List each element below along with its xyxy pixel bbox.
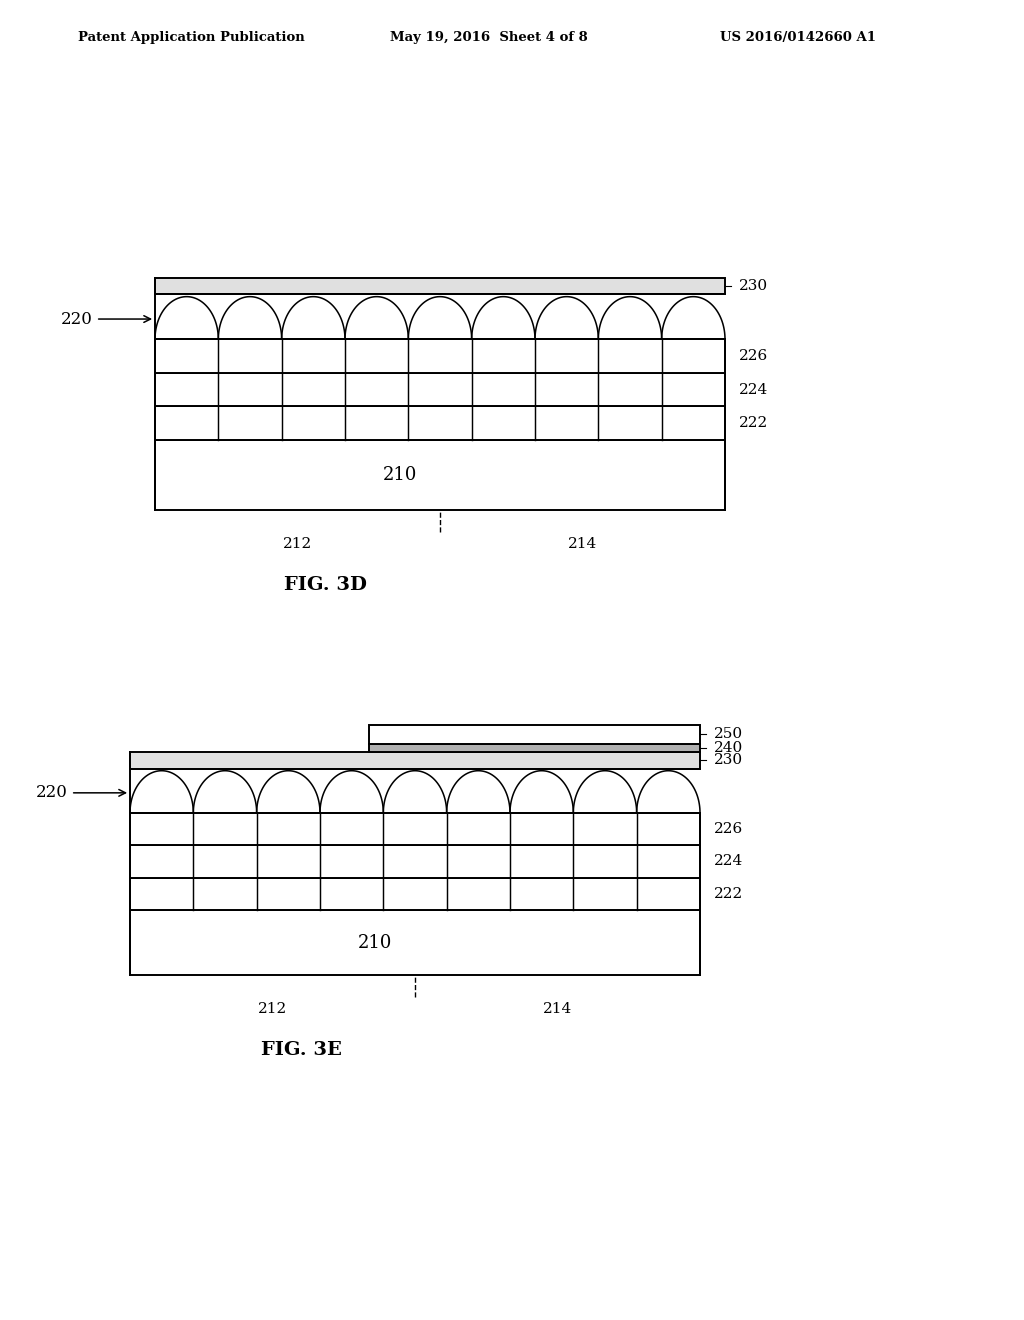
Bar xyxy=(155,339,725,372)
Bar xyxy=(130,909,700,975)
Text: 210: 210 xyxy=(358,933,392,952)
Text: 220: 220 xyxy=(36,784,126,801)
Text: 212: 212 xyxy=(283,537,312,550)
Text: 250: 250 xyxy=(714,727,743,742)
Text: 222: 222 xyxy=(714,887,743,900)
Text: FIG. 3D: FIG. 3D xyxy=(285,576,368,594)
Text: Patent Application Publication: Patent Application Publication xyxy=(78,30,305,44)
Text: 230: 230 xyxy=(739,279,768,293)
Text: 220: 220 xyxy=(61,310,151,327)
Bar xyxy=(155,277,725,294)
Text: 210: 210 xyxy=(383,466,418,484)
Bar xyxy=(130,878,700,909)
Text: 226: 226 xyxy=(714,822,743,836)
Bar xyxy=(155,440,725,510)
Text: 214: 214 xyxy=(543,1002,572,1016)
Text: FIG. 3E: FIG. 3E xyxy=(260,1041,341,1059)
Text: 214: 214 xyxy=(568,537,597,550)
Text: 224: 224 xyxy=(714,854,743,869)
Bar xyxy=(155,372,725,407)
Bar xyxy=(130,845,700,878)
Text: 222: 222 xyxy=(739,416,768,430)
Bar xyxy=(130,752,700,768)
Bar xyxy=(155,407,725,440)
Text: 230: 230 xyxy=(714,754,743,767)
Text: US 2016/0142660 A1: US 2016/0142660 A1 xyxy=(720,30,876,44)
Bar xyxy=(130,813,700,845)
Text: 224: 224 xyxy=(739,383,768,396)
Text: May 19, 2016  Sheet 4 of 8: May 19, 2016 Sheet 4 of 8 xyxy=(390,30,588,44)
Text: 240: 240 xyxy=(714,741,743,755)
Text: 212: 212 xyxy=(258,1002,287,1016)
Text: 226: 226 xyxy=(739,348,768,363)
Bar xyxy=(370,725,700,744)
Bar xyxy=(370,744,700,752)
